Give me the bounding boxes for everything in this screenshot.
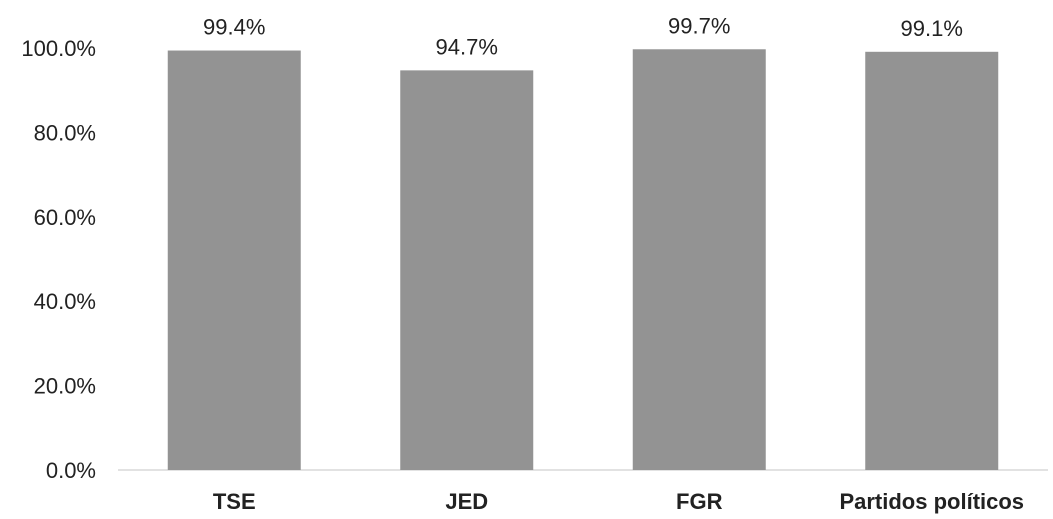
bar-tse [167, 50, 301, 470]
bar-jed [400, 70, 534, 470]
data-label: 99.1% [901, 16, 963, 41]
x-tick-label: FGR [676, 489, 723, 514]
bar-partidos-pol-ticos [865, 51, 999, 470]
x-tick-label: Partidos políticos [839, 489, 1024, 514]
x-tick-label: TSE [213, 489, 256, 514]
category-labels: TSE JED FGR Partidos políticos [213, 489, 1024, 514]
y-tick-label: 100.0% [21, 36, 96, 61]
bars [167, 49, 999, 471]
y-tick-label: 60.0% [34, 205, 96, 230]
x-tick-label: JED [445, 489, 488, 514]
bar-fgr [632, 49, 766, 471]
y-axis-ticks: 0.0% 20.0% 40.0% 60.0% 80.0% 100.0% [21, 36, 96, 483]
y-tick-label: 0.0% [46, 458, 96, 483]
y-tick-label: 20.0% [34, 374, 96, 399]
data-labels: 99.4% 94.7% 99.7% 99.1% [203, 13, 963, 59]
y-tick-label: 80.0% [34, 120, 96, 145]
data-label: 99.7% [668, 13, 730, 38]
y-tick-label: 40.0% [34, 289, 96, 314]
data-label: 99.4% [203, 15, 265, 40]
data-label: 94.7% [436, 34, 498, 59]
